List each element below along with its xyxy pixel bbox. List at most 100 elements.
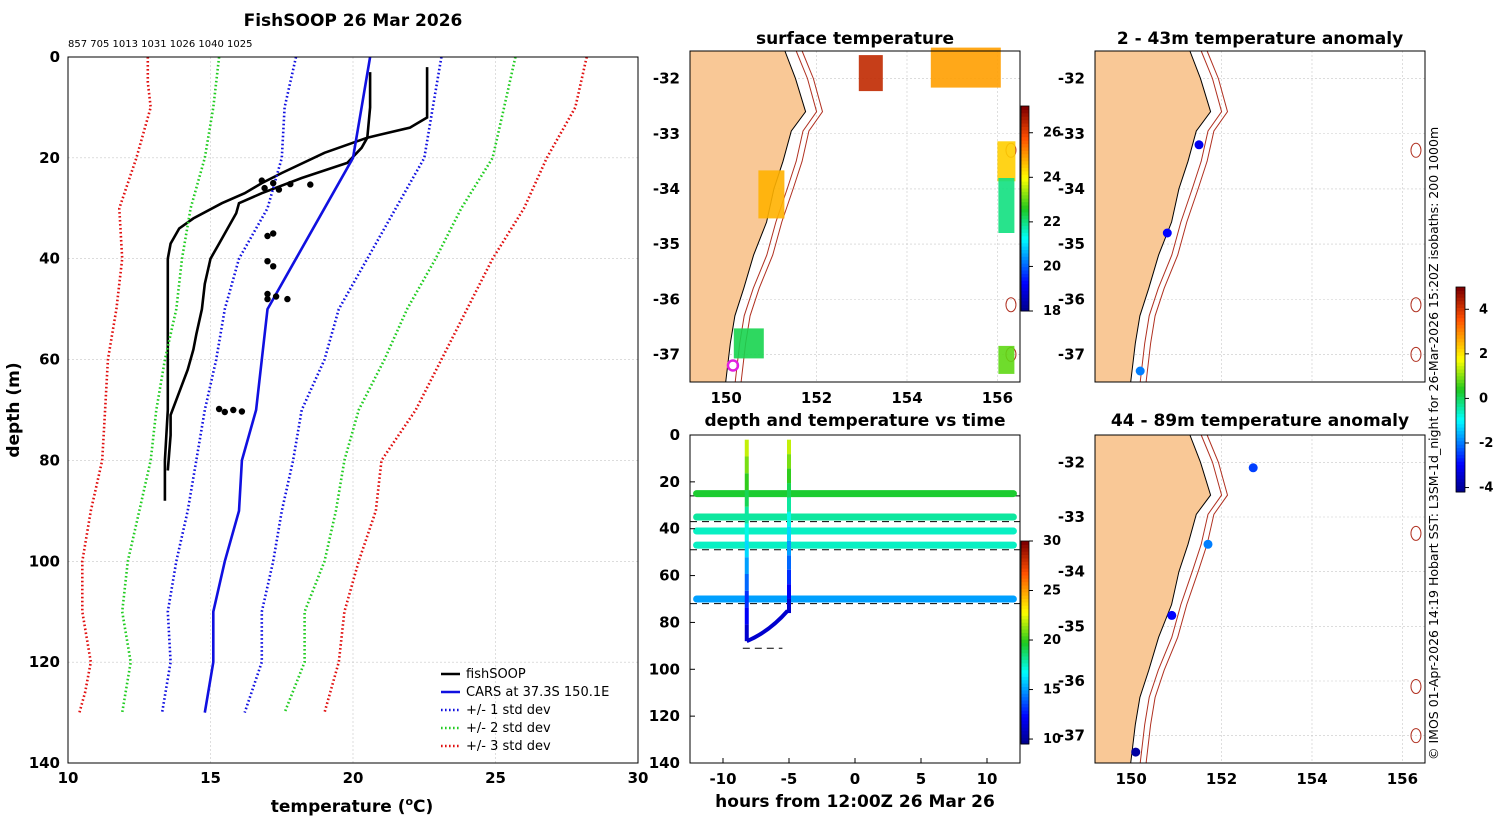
sst-colorbar-segment — [1021, 256, 1029, 261]
sst-colorbar-segment — [1021, 188, 1029, 192]
depth-time-xtick-label: 5 — [916, 770, 926, 788]
depth-time-colorbar-segment — [1021, 588, 1029, 593]
depth-time-colorbar-segment — [1021, 595, 1029, 599]
p2-lat-label: -37 — [653, 345, 680, 363]
depth-time-colorbar-segment — [1021, 652, 1029, 657]
anomaly-colorbar-segment — [1456, 440, 1465, 445]
profile-ytick-label: 20 — [39, 149, 60, 167]
sst-colorbar-segment — [1021, 225, 1029, 230]
p5-anomaly-point — [1131, 747, 1141, 757]
p5-anomaly-point — [1248, 463, 1258, 473]
p4-lat-label: -37 — [1058, 345, 1085, 363]
depth-time-colorbar-segment — [1021, 676, 1029, 681]
sst-colorbar-segment — [1021, 167, 1029, 172]
depth-time-colorbar-segment — [1021, 703, 1029, 708]
p2-lat-label: -32 — [653, 70, 680, 88]
sst-colorbar-segment — [1021, 109, 1029, 114]
depth-time-colorbar-segment — [1021, 615, 1029, 620]
sst-land — [689, 50, 807, 383]
depth-time-colorbar-tick-label: 25 — [1043, 584, 1061, 599]
sst-patch — [930, 47, 1001, 88]
p4-lat-label: -35 — [1058, 235, 1085, 253]
depth-time-colorbar-segment — [1021, 642, 1029, 647]
profile-ytick-label: 60 — [39, 351, 60, 369]
depth-time-colorbar-segment — [1021, 551, 1029, 555]
anomaly-colorbar-segment — [1456, 416, 1465, 421]
anomaly-colorbar-segment — [1456, 379, 1465, 384]
depth-time-colorbar-segment — [1021, 737, 1029, 742]
fishsoop-cluster-point — [264, 258, 271, 265]
p4-isobath — [1145, 50, 1229, 383]
anomaly-colorbar-segment — [1456, 413, 1465, 418]
anomaly-colorbar-segment — [1456, 386, 1465, 390]
sst-colorbar-segment — [1021, 177, 1029, 182]
fishsoop-cluster-point — [270, 179, 277, 187]
anomaly-colorbar-segment — [1456, 396, 1465, 401]
depth-time-colorbar-segment — [1021, 710, 1029, 715]
anomaly-colorbar-segment — [1456, 314, 1465, 319]
sst-colorbar-segment — [1021, 194, 1029, 199]
sst-colorbar-segment — [1021, 232, 1029, 237]
anomaly-colorbar-segment — [1456, 454, 1465, 459]
depth-time-colorbar-segment — [1021, 689, 1029, 694]
p4-anomaly-point — [1135, 366, 1145, 376]
sst-patch — [758, 170, 785, 219]
depth-time-ytick-label: 100 — [649, 660, 680, 678]
depth-time-ytick-label: 20 — [659, 473, 680, 491]
anomaly-colorbar-segment — [1456, 341, 1465, 346]
sst-colorbar-segment — [1021, 170, 1029, 175]
p4-lat-label: -34 — [1058, 180, 1085, 198]
sst-colorbar-segment — [1021, 259, 1029, 264]
depth-time-colorbar-segment — [1021, 581, 1029, 586]
sst-colorbar-segment — [1021, 242, 1029, 247]
anomaly-colorbar-tick-label: 4 — [1479, 302, 1488, 317]
depth-time-colorbar-segment — [1021, 544, 1029, 549]
p5-lat-label: -35 — [1058, 617, 1085, 635]
depth-time-colorbar-segment — [1021, 656, 1029, 660]
sst-colorbar-tick-label: 18 — [1043, 304, 1061, 319]
sst-colorbar-segment — [1021, 123, 1029, 127]
anomaly-shallow-frame — [1094, 50, 1426, 383]
profile-xtick-label: 10 — [58, 769, 79, 787]
p2-lat-label: -34 — [653, 180, 680, 198]
anomaly-colorbar-segment — [1456, 351, 1465, 356]
anomaly-shallow-land — [1094, 50, 1212, 383]
sst-colorbar-segment — [1021, 150, 1029, 155]
sst-title: surface temperature — [756, 29, 954, 49]
fishsoop-cluster-point — [264, 295, 271, 303]
sst-colorbar-segment — [1021, 249, 1029, 254]
depth-time-ytick-label: 40 — [659, 520, 680, 538]
anomaly-colorbar-segment — [1456, 403, 1465, 408]
sst-colorbar-segment — [1021, 174, 1029, 179]
anomaly-colorbar-segment — [1456, 321, 1465, 326]
fishsoop-cluster-point — [238, 408, 246, 415]
sst-colorbar-segment — [1021, 181, 1029, 186]
depth-time-colorbar-segment — [1021, 700, 1029, 704]
p5-isobath — [1145, 434, 1229, 764]
depth-time-colorbar-segment — [1021, 564, 1029, 569]
depth-time-colorbar-segment — [1021, 673, 1029, 677]
anomaly-colorbar-segment — [1456, 410, 1465, 414]
anomaly-colorbar-segment — [1456, 444, 1465, 449]
depth-time-colorbar-segment — [1021, 683, 1029, 687]
sst-colorbar-segment — [1021, 246, 1029, 250]
sst-colorbar-segment — [1021, 283, 1029, 288]
anomaly-colorbar-segment — [1456, 355, 1465, 360]
fishsoop-cluster-point — [307, 181, 314, 188]
sst-colorbar-segment — [1021, 263, 1029, 268]
p5-lat-label: -36 — [1058, 672, 1085, 690]
anomaly-deep-frame — [1094, 434, 1426, 764]
anomaly-colorbar-segment — [1456, 427, 1465, 431]
fishsoop-cluster-point — [264, 290, 271, 298]
depth-time-title: depth and temperature vs time — [705, 411, 1006, 431]
depth-time-colorbar-segment — [1021, 622, 1029, 627]
depth-time-ytick-label: 80 — [659, 613, 680, 631]
anomaly-colorbar-segment — [1456, 451, 1465, 455]
p5-lon-label: 156 — [1387, 770, 1418, 788]
depth-time-colorbar-tick-label: 10 — [1043, 732, 1061, 747]
sst-frame — [689, 50, 1021, 383]
sst-colorbar-segment — [1021, 201, 1029, 206]
anomaly-colorbar-segment — [1456, 338, 1465, 343]
anomaly-colorbar-segment — [1456, 362, 1465, 367]
anomaly-colorbar-segment — [1456, 331, 1465, 336]
